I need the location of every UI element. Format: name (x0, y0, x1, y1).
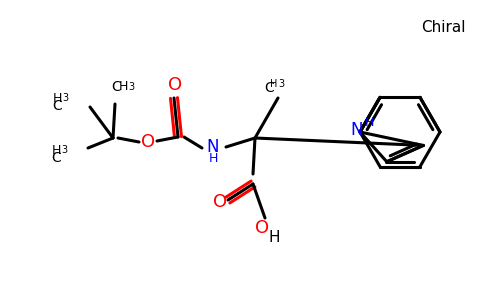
Text: N: N (351, 121, 363, 139)
Text: Chiral: Chiral (421, 20, 465, 35)
Text: 3: 3 (61, 145, 67, 155)
Text: 3: 3 (128, 82, 134, 92)
Text: H: H (51, 143, 60, 157)
Text: O: O (213, 193, 227, 211)
Text: C: C (51, 151, 61, 165)
Text: C: C (111, 80, 121, 94)
Text: N: N (207, 138, 219, 156)
Text: H: H (208, 152, 218, 164)
Text: H: H (268, 230, 280, 245)
Text: C: C (52, 99, 62, 113)
Text: C: C (264, 81, 274, 95)
Text: 3: 3 (278, 79, 284, 89)
Text: O: O (255, 219, 269, 237)
Text: O: O (141, 133, 155, 151)
Text: H: H (118, 80, 128, 94)
Text: H: H (364, 116, 374, 128)
Text: 3: 3 (62, 93, 68, 103)
Text: H: H (52, 92, 61, 104)
Text: H: H (270, 79, 278, 89)
Text: O: O (168, 76, 182, 94)
